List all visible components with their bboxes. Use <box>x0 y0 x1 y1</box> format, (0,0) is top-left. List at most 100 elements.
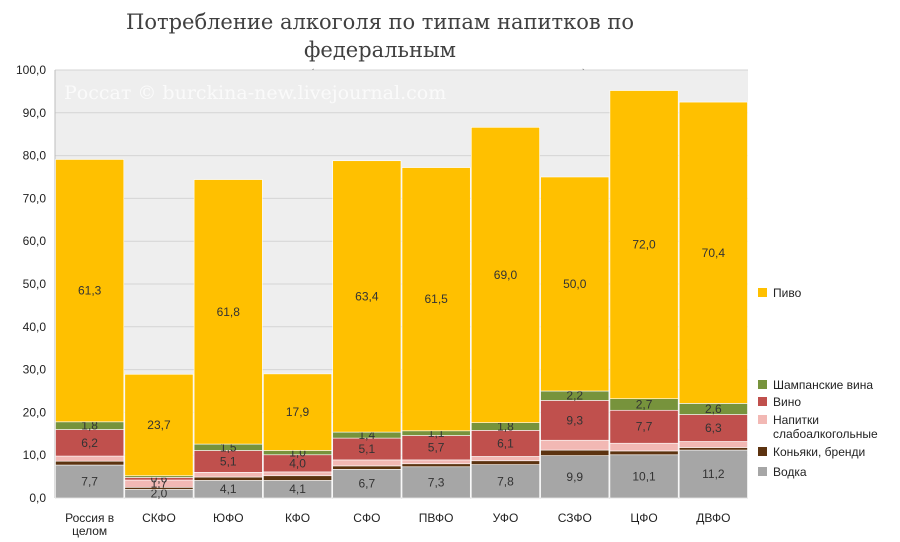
y-tick-label: 20,0 <box>23 405 47 419</box>
y-tick-label: 80,0 <box>23 149 47 163</box>
data-label: 6,1 <box>497 436 514 450</box>
data-label: 7,8 <box>497 474 514 488</box>
data-label: 23,7 <box>147 418 171 432</box>
bar-segment <box>332 160 402 433</box>
chart-title-line1: Потребление алкоголя по типам напитков п… <box>126 10 634 62</box>
bar-segment <box>401 466 471 499</box>
data-label: 4,1 <box>220 482 237 496</box>
bar-segment <box>55 455 125 462</box>
bar-segment <box>263 471 332 477</box>
data-label: 2,2 <box>566 389 583 403</box>
data-label: 9,3 <box>566 413 583 427</box>
data-label: 63,4 <box>355 289 379 303</box>
category-label: ЮФО <box>213 511 244 525</box>
data-label: 1,8 <box>497 420 514 434</box>
data-label: 7,7 <box>636 420 653 434</box>
bar-segment <box>471 430 540 457</box>
legend-label: Пиво <box>773 286 802 300</box>
bar-segment <box>540 455 610 499</box>
category-label: СЗФО <box>558 511 592 525</box>
bar-segment <box>540 439 610 451</box>
data-label: 72,0 <box>632 238 656 252</box>
data-label: 7,3 <box>428 475 445 489</box>
bar-segment <box>678 101 748 404</box>
bar-segment <box>332 465 402 470</box>
bar-segment <box>609 450 679 456</box>
data-label: 11,2 <box>702 467 725 481</box>
data-label: 2,0 <box>151 487 168 501</box>
data-label: 61,8 <box>217 305 241 319</box>
legend-swatch <box>758 380 767 389</box>
data-label: 61,3 <box>78 284 102 298</box>
data-label: 4,1 <box>289 482 306 496</box>
bar-segment <box>609 442 679 452</box>
bar-segment <box>263 475 332 481</box>
bar-segment <box>263 373 332 451</box>
category-label: целом <box>72 524 107 538</box>
bar-segment <box>193 179 263 445</box>
y-tick-label: 0,0 <box>29 491 46 505</box>
category-label: Россия в <box>65 511 114 525</box>
bar-segment <box>401 459 471 465</box>
bar-segment <box>678 447 748 451</box>
bar-segment <box>471 460 540 465</box>
category-label: СФО <box>353 511 380 525</box>
bar-segment <box>193 476 263 481</box>
data-label: 9,9 <box>566 470 583 484</box>
data-label: 50,0 <box>563 277 587 291</box>
bar-segment <box>609 409 679 444</box>
data-label: 2,7 <box>636 397 653 411</box>
bar-segment <box>678 441 748 448</box>
bar-segment <box>401 435 471 461</box>
bar-segment <box>332 459 402 467</box>
data-label: 6,3 <box>705 421 722 435</box>
legend-label: Напитки <box>773 413 819 427</box>
data-label: 69,0 <box>494 268 518 282</box>
legend-label: слабоалкогольные <box>773 427 878 441</box>
legend-label: Шампанские вина <box>773 378 873 392</box>
legend-label: Вино <box>773 395 801 409</box>
bar-segment <box>540 176 610 392</box>
bar-segment <box>471 127 540 423</box>
y-tick-label: 10,0 <box>23 448 47 462</box>
legend-swatch <box>758 447 767 456</box>
bar-segment <box>540 449 610 456</box>
legend-swatch <box>758 288 767 297</box>
bar-segment <box>401 167 471 432</box>
data-label: 10,1 <box>632 469 656 483</box>
y-tick-label: 50,0 <box>23 277 47 291</box>
bar-segment <box>124 374 194 477</box>
data-label: 6,7 <box>359 477 376 491</box>
bar-segment <box>471 456 540 462</box>
data-label: 61,5 <box>424 292 448 306</box>
data-label: 5,1 <box>220 454 237 468</box>
y-tick-label: 60,0 <box>23 234 47 248</box>
y-tick-label: 90,0 <box>23 106 47 120</box>
bar-segment <box>609 90 679 400</box>
category-label: ДВФО <box>696 511 730 525</box>
bar-segment <box>678 449 748 499</box>
legend-swatch <box>758 467 767 476</box>
bar-segment <box>55 429 125 457</box>
category-label: КФО <box>285 511 310 525</box>
y-tick-label: 100,0 <box>16 63 46 77</box>
category-label: ПВФО <box>419 511 454 525</box>
data-label: 17,9 <box>286 405 310 419</box>
y-tick-label: 30,0 <box>23 363 47 377</box>
data-label: 4,0 <box>289 456 306 470</box>
bar-segment <box>193 472 263 478</box>
bar-segment <box>540 400 610 441</box>
bar-segment <box>401 463 471 468</box>
data-label: 1,8 <box>81 419 98 433</box>
data-label: 6,2 <box>81 436 98 450</box>
data-label: 5,7 <box>428 441 445 455</box>
category-label: ЦФО <box>630 511 657 525</box>
y-tick-label: 40,0 <box>23 320 47 334</box>
bar-segment <box>55 159 125 423</box>
data-label: 70,4 <box>702 246 726 260</box>
y-tick-label: 70,0 <box>23 191 47 205</box>
legend-label: Коньяки, бренди <box>773 445 865 459</box>
watermark-text: Россат © burckina-new.livejournal.com <box>64 82 446 104</box>
legend-swatch <box>758 397 767 406</box>
